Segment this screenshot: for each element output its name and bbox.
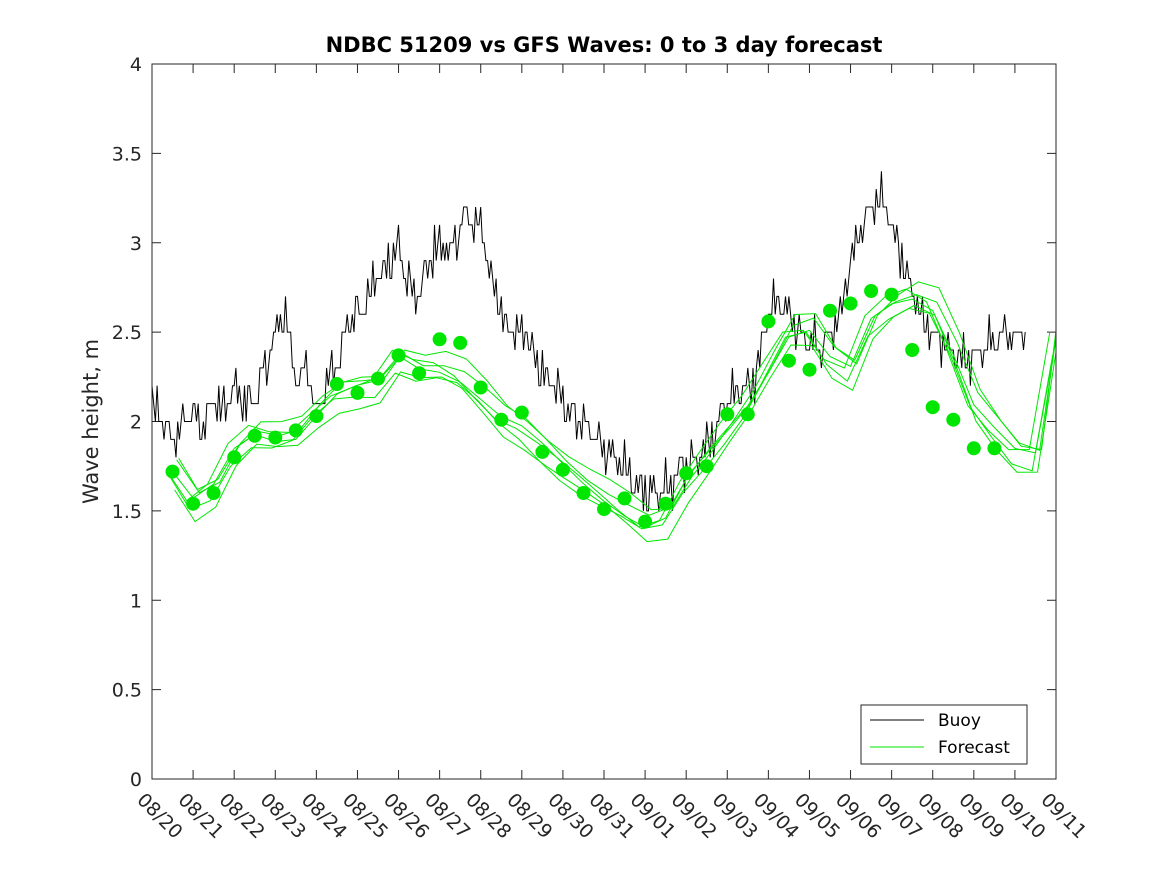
forecast-marker — [843, 296, 858, 311]
forecast-marker — [453, 335, 468, 350]
plot-area — [152, 64, 1056, 779]
axes-box — [151, 63, 1057, 780]
forecast-marker — [186, 496, 201, 511]
forecast-marker — [371, 371, 385, 386]
y-tick-label: 0.5 — [112, 680, 142, 702]
forecast-marker — [288, 423, 303, 438]
y-tick-labels: 0 0.5 1 1.5 2 2.5 3 3.5 4 — [112, 54, 142, 791]
forecast-marker — [884, 287, 899, 302]
legend-box — [860, 704, 1028, 765]
y-tick-label: 4 — [130, 54, 142, 76]
forecast-marker — [391, 348, 406, 363]
forecast-marker — [514, 405, 529, 420]
forecast-marker — [576, 486, 591, 500]
y-tick-label: 3 — [130, 233, 142, 255]
forecast-marker — [638, 514, 653, 529]
forecast-marker — [987, 441, 1002, 456]
series-buoy-line — [151, 171, 1026, 512]
series-forecast-line — [178, 281, 1057, 511]
y-tick-label: 1 — [130, 590, 142, 612]
forecast-marker — [679, 466, 694, 481]
forecast-marker — [329, 377, 344, 391]
forecast-marker — [350, 385, 365, 400]
series-forecast-line — [174, 304, 1057, 543]
legend: Buoy Forecast — [860, 704, 1028, 765]
y-axis-label: Wave height, m — [79, 339, 103, 504]
forecast-marker — [823, 303, 837, 318]
y-tick-label: 0 — [130, 769, 142, 791]
y-tick-label: 3.5 — [112, 143, 142, 165]
forecast-marker — [658, 496, 673, 511]
y-tick-label: 1.5 — [112, 501, 142, 523]
y-tick-label: 2 — [130, 412, 142, 434]
forecast-marker — [966, 441, 981, 456]
y-tick-label: 2.5 — [112, 322, 142, 344]
legend-label-buoy: Buoy — [938, 711, 981, 731]
forecast-marker — [761, 314, 776, 329]
forecast-marker — [268, 430, 283, 445]
forecast-marker — [432, 332, 447, 347]
forecast-marker — [864, 284, 879, 298]
forecast-marker — [555, 462, 570, 477]
legend-label-forecast: Forecast — [938, 738, 1010, 758]
forecast-marker — [227, 450, 242, 465]
forecast-marker — [720, 407, 735, 422]
forecast-marker — [247, 428, 262, 443]
forecast-marker — [206, 486, 221, 500]
forecast-marker — [905, 343, 920, 357]
forecast-marker — [412, 366, 427, 381]
forecast-marker — [925, 400, 940, 415]
forecast-marker — [494, 412, 509, 427]
forecast-marker — [946, 412, 961, 427]
chart-title: NDBC 51209 vs GFS Waves: 0 to 3 day fore… — [326, 33, 883, 57]
forecast-marker — [309, 409, 324, 424]
forecast-marker — [597, 502, 611, 517]
forecast-marker — [781, 353, 796, 368]
forecast-marker — [802, 362, 817, 377]
forecast-marker — [535, 444, 550, 459]
forecast-marker — [740, 407, 755, 422]
forecast-marker — [473, 380, 488, 395]
forecast-marker — [617, 491, 632, 506]
forecast-marker — [699, 459, 714, 474]
forecast-markers — [165, 284, 1002, 529]
forecast-marker — [165, 464, 180, 479]
